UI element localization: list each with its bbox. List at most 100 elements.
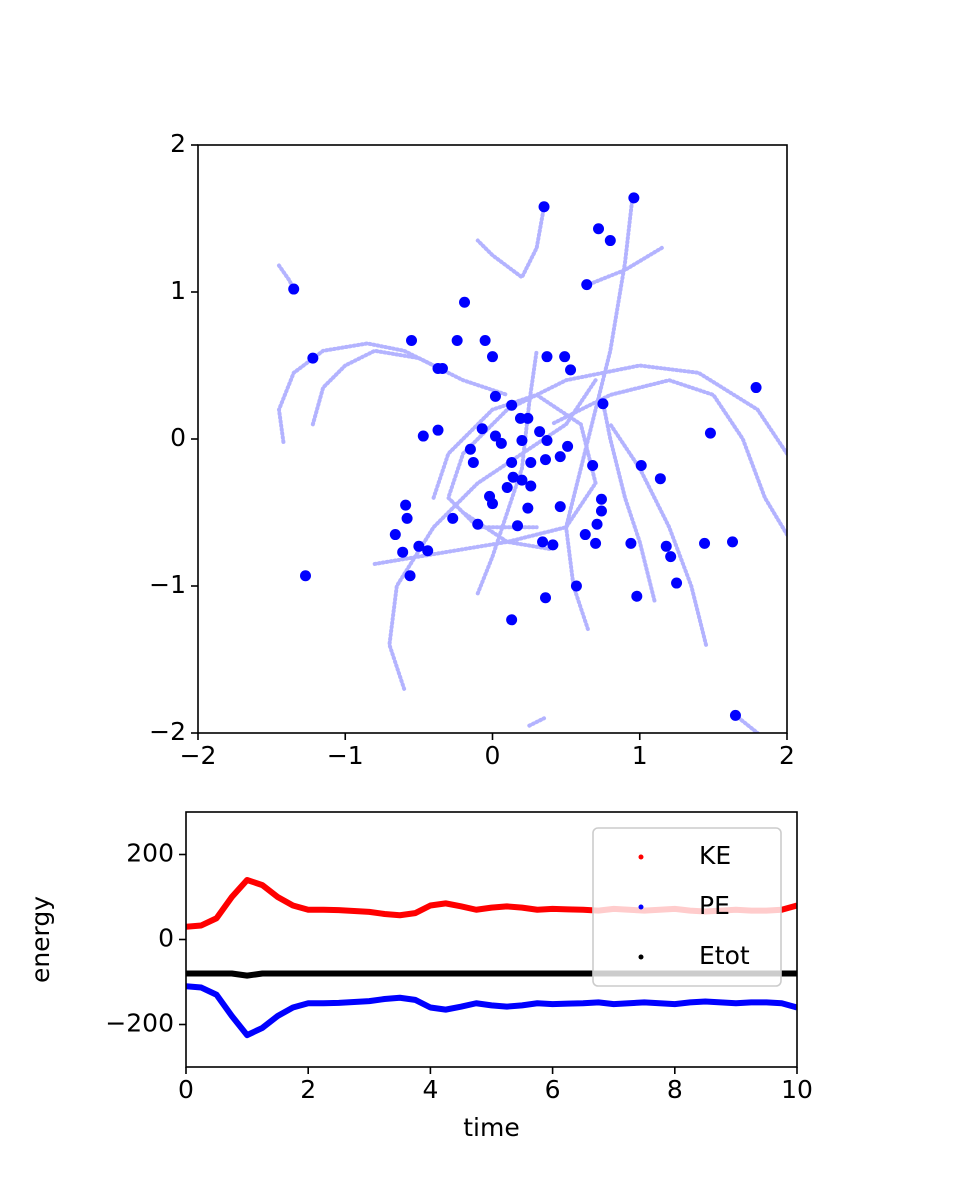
legend-label: Etot [699,941,750,970]
particle [581,279,593,291]
particle [554,501,566,513]
particle [404,570,416,582]
particle [417,430,429,442]
trail [431,392,598,545]
y-tick-label: 1 [170,276,186,305]
particle [397,546,409,558]
particle [570,580,582,592]
particle [750,382,762,394]
particle [447,512,459,524]
y-axis-label: energy [26,896,55,983]
particle [516,474,528,486]
legend-label: PE [699,891,730,920]
particle [654,473,666,485]
particle [635,459,647,471]
particle [597,398,609,410]
legend-marker [638,954,644,960]
particle [501,482,513,494]
x-tick-label: 6 [545,1075,561,1104]
particle [479,335,491,347]
trail [475,348,539,596]
x-tick-label: 0 [178,1075,194,1104]
y-tick-label: 0 [158,924,174,953]
particle [489,430,501,442]
x-axis-label: time [463,1113,519,1142]
particle [522,412,534,424]
particle [628,192,640,204]
x-tick-label: −1 [327,741,364,770]
particle [464,443,476,455]
particle [604,235,616,247]
y-tick-label: 0 [170,423,186,452]
legend-marker [638,854,644,860]
particle [522,502,534,514]
particle [631,590,643,602]
particle [506,614,518,626]
particle [671,577,683,589]
particle [540,592,552,604]
particle [406,335,418,347]
particle [699,537,711,549]
particle [590,537,602,549]
x-tick-label: 2 [779,741,795,770]
legend-marker [638,904,644,910]
trail [608,422,709,647]
particle [476,423,488,435]
trail [600,400,657,603]
legend-box [592,827,782,987]
particle [400,499,412,511]
particle [562,440,574,452]
energy-line [186,983,797,1039]
particle [436,362,448,374]
particle [538,201,550,213]
particle [541,351,553,363]
x-tick-label: 10 [781,1075,813,1104]
particle [595,493,607,505]
particle [579,529,591,541]
x-tick-label: 0 [485,741,501,770]
particle [307,352,319,364]
trail [549,378,787,537]
particle [401,512,413,524]
x-tick-label: 8 [667,1075,683,1104]
x-tick-label: 1 [632,741,648,770]
particle [489,390,501,402]
particle [595,505,607,517]
particle [507,471,519,483]
y-tick-label: −1 [149,570,186,599]
particle [432,424,444,436]
particle [729,709,741,721]
particle [537,536,549,548]
particle [587,459,599,471]
trail [527,716,547,728]
x-tick-label: −2 [180,741,217,770]
particle [467,457,479,469]
y-tick-label: 200 [126,839,174,868]
particle [495,437,507,449]
particle [299,570,311,582]
x-tick-label: 4 [422,1075,438,1104]
y-tick-label: −200 [105,1009,174,1038]
trail [475,204,547,281]
particle [534,426,546,438]
particle [506,457,518,469]
particle [525,457,537,469]
trail [276,341,436,444]
particle [547,539,559,551]
particle [727,536,739,548]
particle [660,540,672,552]
particle [541,434,553,446]
particle [506,399,518,411]
particle [625,537,637,549]
particle [389,529,401,541]
particle [487,498,498,510]
particle [451,335,463,347]
particle [487,351,498,363]
particle [665,551,677,563]
particle [516,434,528,446]
particle [459,296,471,308]
trail [586,245,664,287]
particle [559,351,571,363]
particle [565,364,577,376]
